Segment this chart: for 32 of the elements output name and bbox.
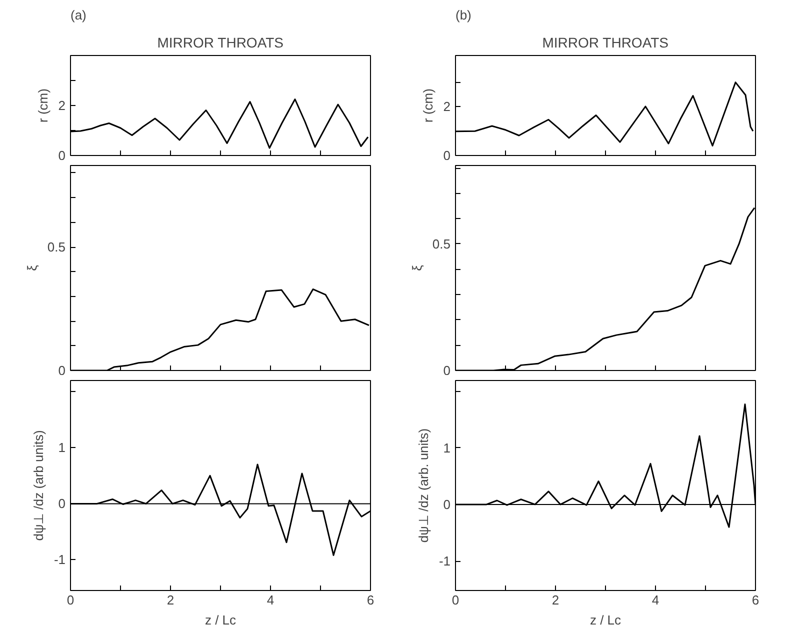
x-tick-label: 6 [752,592,760,608]
text: (a) [70,8,86,22]
y-tick-label: 0.5 [432,236,451,252]
chart-title: MIRROR THROATS [157,34,284,50]
y-tick-label: 0 [58,496,66,512]
y-tick-label: 0 [58,363,66,378]
y-tick-label: 0 [443,148,451,163]
y-tick-label: 1 [58,440,66,456]
y-axis-title: ξ [24,264,40,271]
x-tick-label: 2 [166,592,174,608]
y-tick-label: 0.5 [47,240,66,255]
y-tick-label: -1 [438,554,451,569]
x-axis-title: z / Lc [204,612,237,628]
x-tick-label: 4 [266,592,274,608]
y-tick-label: -1 [54,552,66,568]
y-tick-label: 2 [443,99,451,114]
text: (b) [456,8,472,22]
y-tick-label: 0 [443,363,451,378]
y-tick-label: 0 [443,496,451,512]
y-tick-label: 2 [58,98,66,113]
y-tick-label: 1 [443,440,451,456]
y-axis-title: dψ⊥ /dz (arb units) [30,430,46,541]
x-tick-label: 6 [366,592,374,608]
chart-title: MIRROR THROATS [542,34,669,50]
x-axis-title: z / Lc [590,612,622,628]
x-tick-label: 4 [652,592,660,608]
y-tick-label: 0 [58,148,66,163]
x-tick-label: 2 [552,592,560,608]
y-axis-title: r (cm) [420,88,436,122]
y-axis-title: dψ⊥ /dz (arb. units) [416,428,431,543]
y-axis-title: r (cm) [35,88,50,122]
y-axis-title: ξ [409,264,424,271]
